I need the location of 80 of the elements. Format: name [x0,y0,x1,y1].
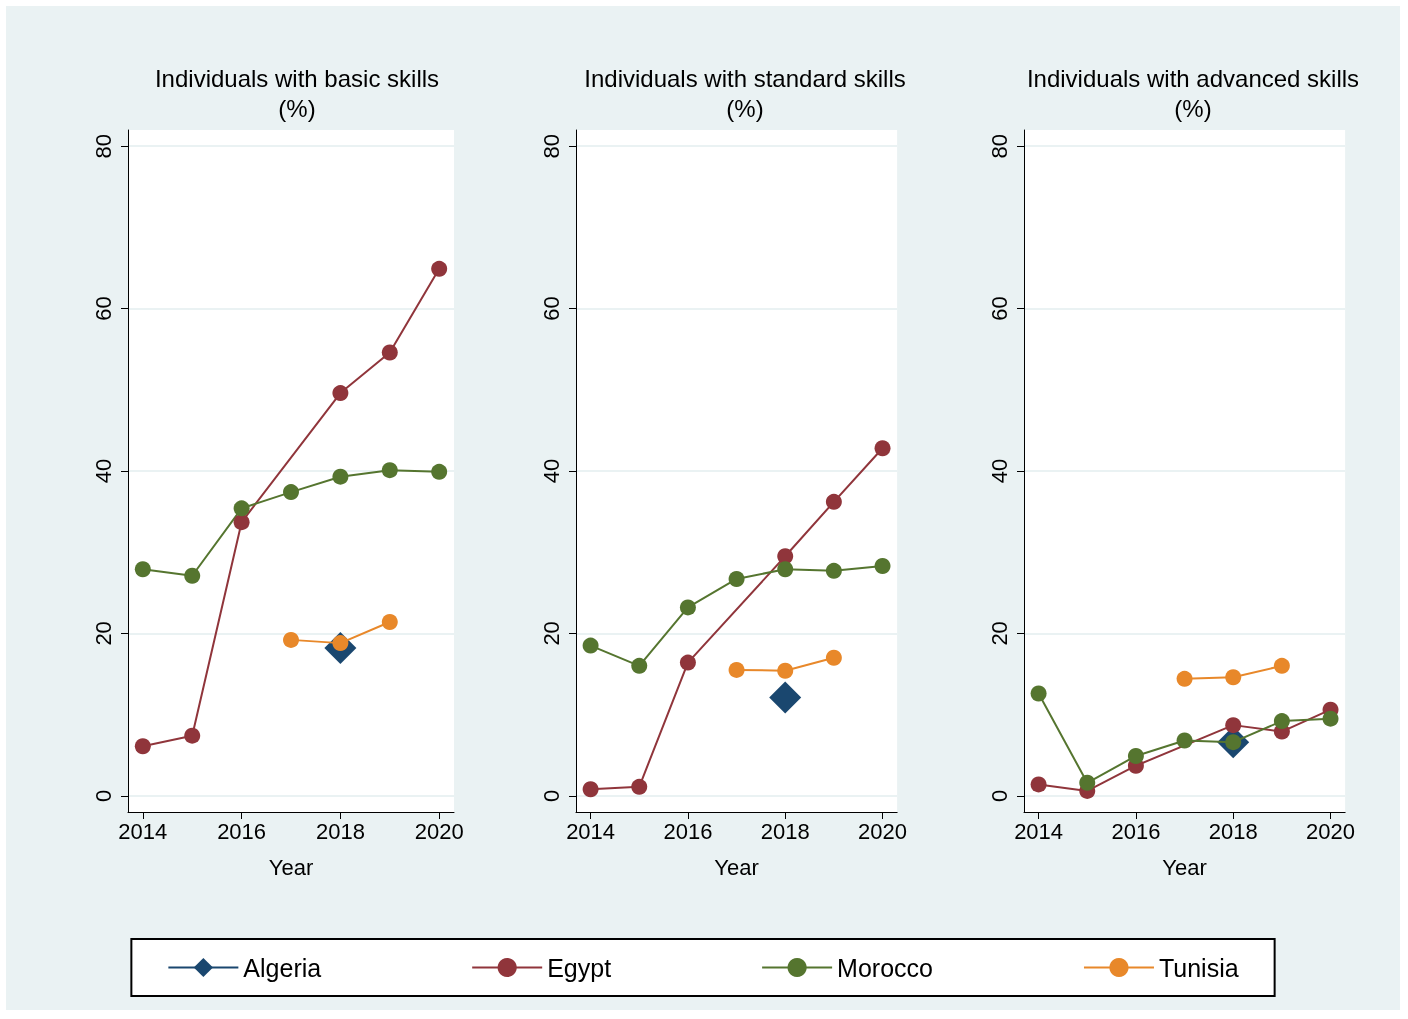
y-tick-label: 40 [538,458,564,484]
x-tick-label: 2018 [760,818,810,844]
point [1030,685,1047,702]
point [1176,670,1193,687]
point [825,493,842,510]
y-tick-label: 60 [986,296,1012,321]
y-tick-label: 20 [90,621,116,646]
point [184,567,201,584]
chart-title: Individuals with standard skills (%) [584,64,906,122]
point [431,260,448,277]
point [381,614,398,631]
point [381,344,398,361]
x-tick-label: 2018 [315,818,365,844]
legend-label: Egypt [547,953,612,982]
point [769,681,802,714]
y-tick-label: 0 [986,789,1012,802]
point [825,649,842,666]
point [233,514,250,531]
point [1030,776,1047,793]
y-tick-label: 20 [986,621,1012,646]
legend-label: Tunisia [1158,953,1239,982]
point [777,561,794,578]
point [777,662,794,679]
x-tick-label: 2014 [566,818,616,844]
point [332,468,349,485]
point [134,561,151,578]
point [728,570,745,587]
y-tick-label: 0 [90,789,116,802]
x-tick-label: 2018 [1208,818,1258,844]
point [874,558,891,574]
point [283,631,299,648]
x-axis-title: Year [714,854,759,880]
point [283,484,299,501]
point [679,654,696,671]
y-tick-label: 40 [90,458,116,484]
x-tick-label: 2016 [1111,818,1161,844]
point [1322,710,1339,727]
point [582,637,599,654]
chart-title: Individuals with advanced skills (%) [1026,64,1360,122]
x-tick-label: 2016 [663,818,713,844]
x-axis-title: Year [268,854,314,880]
y-tick-label: 80 [90,134,116,159]
point [679,599,696,616]
point [777,548,794,565]
chart-title: Individuals with basic skills (%) [154,64,440,122]
x-tick-label: 2020 [858,818,908,844]
point [728,661,745,678]
point [582,781,599,798]
point [1225,669,1242,686]
y-tick-label: 80 [986,134,1012,159]
y-tick-label: 0 [538,789,564,802]
point [1127,747,1144,764]
legend-label: Algeria [243,953,322,982]
point [631,778,648,795]
point [1273,713,1290,730]
point [332,385,349,402]
y-tick-label: 20 [538,621,564,646]
y-tick-label: 40 [986,458,1012,484]
point [1176,732,1193,749]
point [184,727,201,744]
x-tick-label: 2014 [1014,818,1064,844]
y-tick-label: 80 [538,134,564,159]
x-tick-label: 2020 [414,818,464,844]
point [1225,717,1242,734]
point [431,463,448,480]
x-tick-label: 2014 [118,818,168,844]
point [134,738,151,755]
point [631,657,648,674]
point [381,462,398,479]
x-tick-label: 2016 [217,818,267,844]
point [1079,774,1096,791]
point [1273,657,1290,674]
legend-label: Morocco [837,953,933,982]
y-tick-label: 60 [90,296,116,321]
point [825,562,842,579]
x-axis-title: Year [1162,854,1207,880]
point [874,440,891,457]
point [233,500,250,517]
x-tick-label: 2020 [1306,818,1356,844]
y-tick-label: 60 [538,296,564,321]
